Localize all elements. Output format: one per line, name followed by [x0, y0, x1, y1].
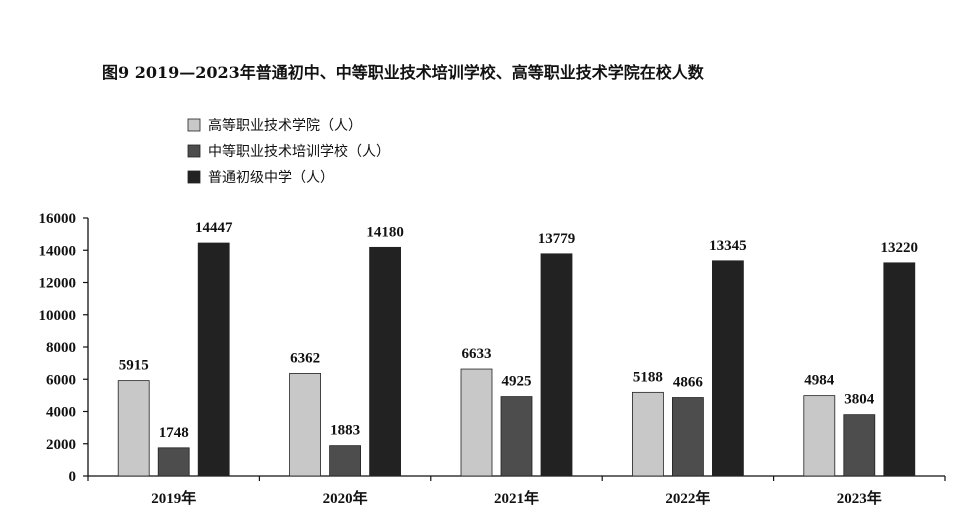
x-tick-label: 2023年 [837, 489, 882, 507]
y-tick-label: 6000 [46, 372, 76, 388]
legend: 高等职业技术学院（人） 中等职业技术培训学校（人） 普通初级中学（人） [187, 117, 390, 186]
legend-label: 中等职业技术培训学校（人） [208, 143, 390, 160]
x-tick-label: 2019年 [151, 489, 196, 507]
bar [117, 380, 150, 477]
bar [500, 396, 533, 477]
legend-label: 普通初级中学（人） [208, 169, 334, 186]
data-label: 6362 [290, 350, 320, 366]
y-tick-label: 14000 [39, 243, 77, 259]
x-tick-label: 2022年 [665, 489, 710, 507]
data-label: 1748 [159, 425, 189, 441]
y-tick-label: 16000 [39, 211, 77, 227]
data-label: 13779 [538, 231, 576, 247]
data-labels: 5915 1748 14447 6362 1883 14180 6633 4925 13779 5… [119, 220, 918, 441]
data-label: 6633 [462, 346, 492, 362]
legend-label: 高等职业技术学院（人） [208, 117, 362, 134]
data-label: 4866 [673, 375, 704, 391]
bar [843, 414, 876, 477]
legend-swatch [187, 118, 201, 132]
y-tick-label: 2000 [46, 437, 76, 453]
y-tick-label: 0 [69, 469, 77, 485]
data-label: 13220 [881, 240, 919, 256]
bar [712, 260, 744, 477]
data-label: 4925 [502, 374, 532, 390]
data-label: 14180 [366, 224, 404, 240]
data-label: 13345 [709, 238, 747, 254]
x-tick-label: 2020年 [323, 489, 368, 507]
data-label: 4984 [804, 373, 835, 389]
bar [883, 262, 916, 477]
data-label: 14447 [195, 220, 233, 236]
bar [672, 397, 704, 477]
bar [157, 447, 190, 477]
chart-title: 图9 2019—2023年普通初中、中等职业技术培训学校、高等职业技术学院在校人… [102, 63, 705, 82]
legend-swatch [187, 144, 201, 158]
bar [632, 391, 664, 477]
y-tick-label: 4000 [46, 405, 76, 421]
y-tick-label: 8000 [46, 340, 76, 356]
y-tick-label: 12000 [39, 276, 77, 292]
bar [540, 253, 573, 477]
bar [460, 368, 493, 477]
data-label: 5915 [119, 358, 149, 374]
bars [117, 242, 916, 477]
bar [289, 373, 322, 477]
legend-swatch [187, 170, 201, 184]
x-tick-label: 2021年 [494, 489, 539, 507]
data-label: 1883 [330, 423, 360, 439]
data-label: 5188 [633, 369, 663, 385]
bar [369, 246, 402, 477]
bar [329, 445, 362, 477]
bar [803, 395, 836, 477]
y-tick-label: 10000 [39, 308, 77, 324]
bar [197, 242, 230, 477]
data-label: 3804 [844, 392, 875, 408]
